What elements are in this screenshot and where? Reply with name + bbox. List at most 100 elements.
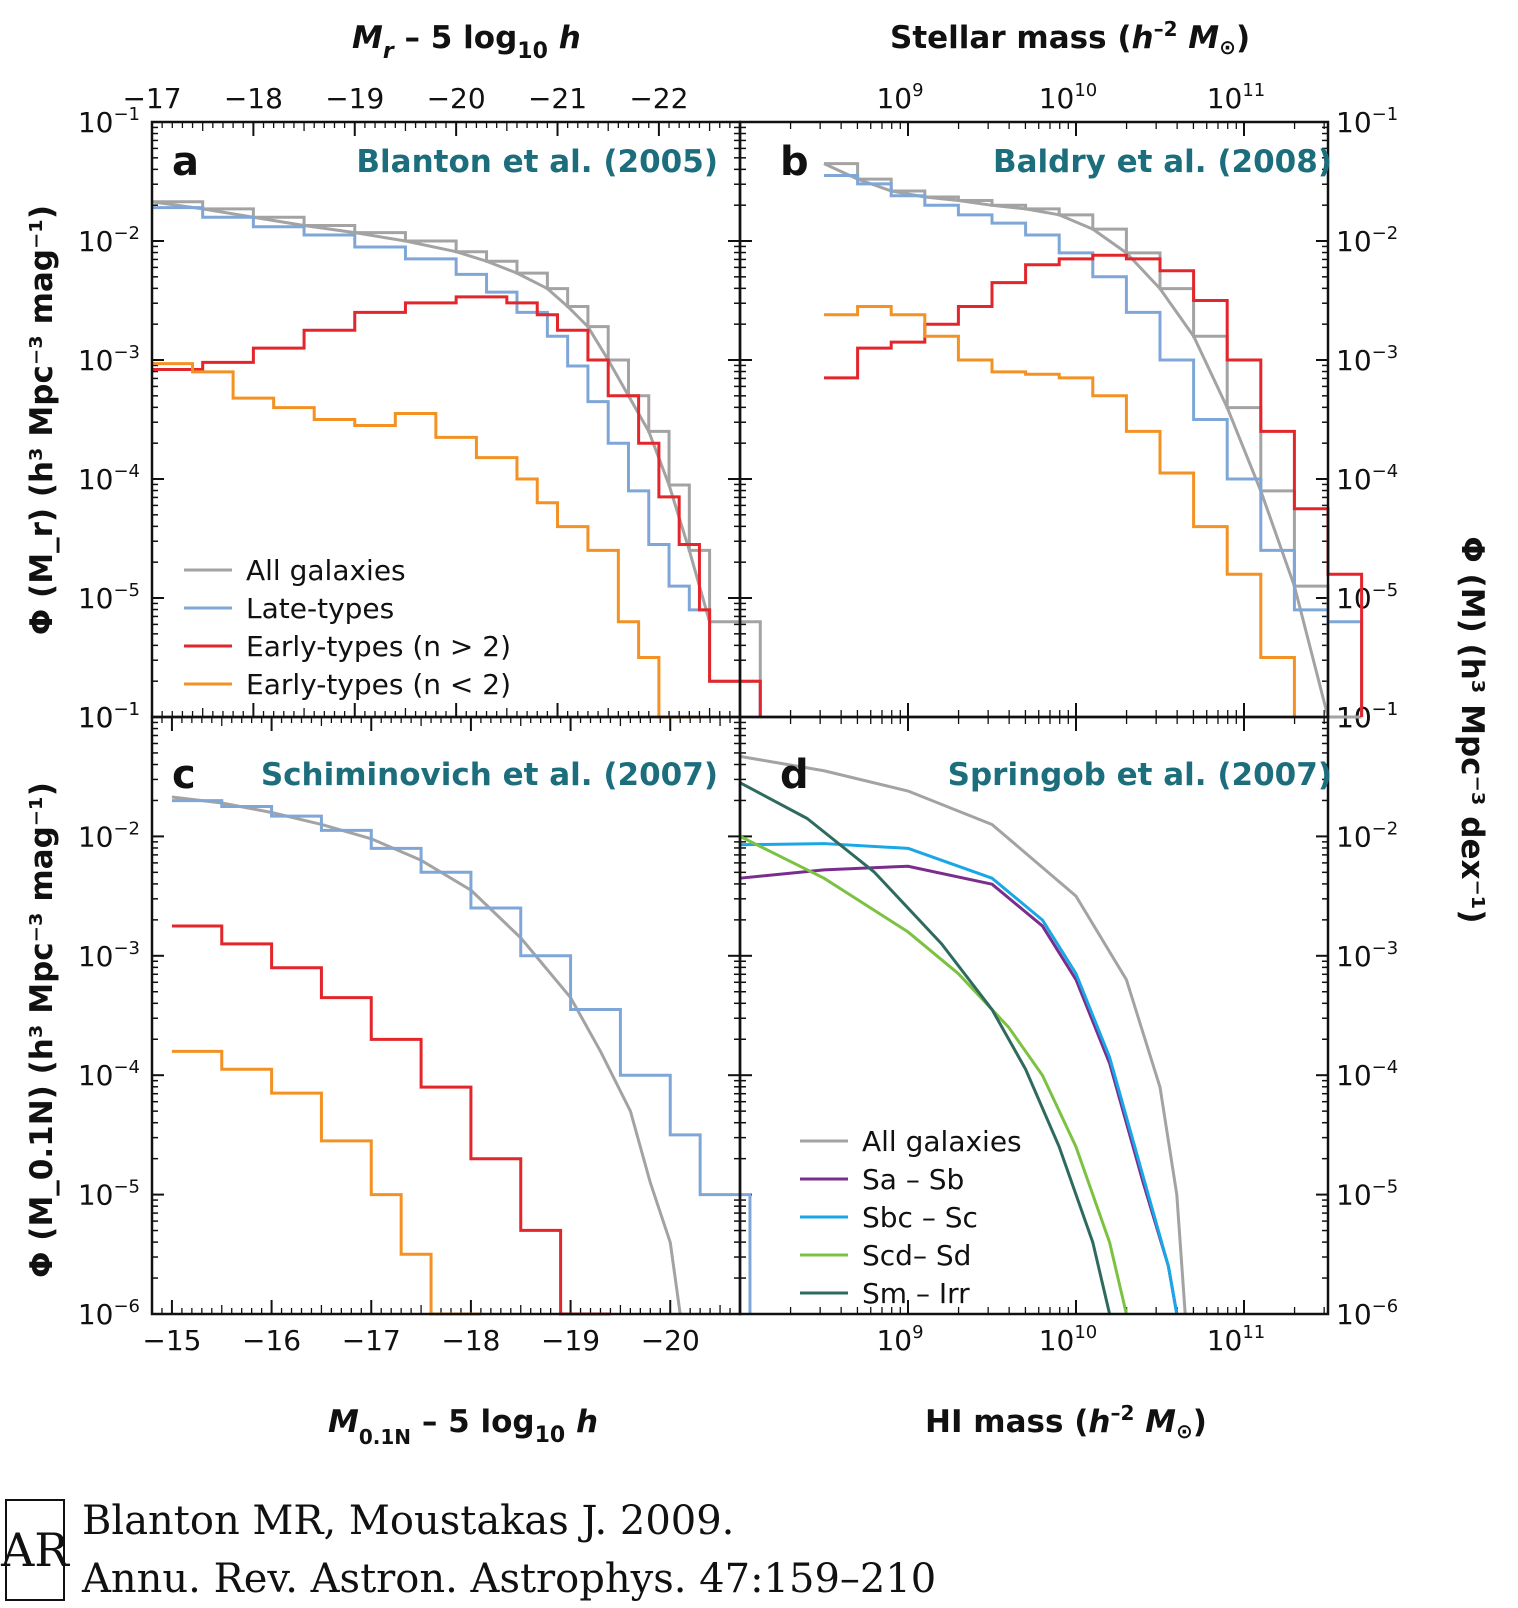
y-tick-label: 10−2	[78, 818, 140, 853]
left-top-y-axis-title: Φ (M_r) (h³ Mpc⁻³ mag⁻¹)	[24, 205, 60, 635]
citation-line-2: Annu. Rev. Astron. Astrophys. 47:159–210	[81, 1556, 936, 1602]
x-tick-label: −16	[242, 1324, 301, 1357]
y-tick-label: 10−3	[1336, 342, 1398, 377]
y-tick-label: 10−1	[1336, 104, 1398, 139]
series-step-line	[152, 295, 762, 717]
publisher-logo-frame	[5, 1499, 65, 1601]
panel-frame-a	[150, 120, 742, 719]
legend-label: Late-types	[246, 592, 394, 625]
series-curve-line	[739, 754, 1187, 1315]
y-tick-label: 10−4	[78, 461, 140, 496]
series-a-early-types-n-2-	[152, 362, 700, 719]
x-tick-label: −15	[142, 1324, 201, 1357]
series-step-line	[824, 162, 1362, 719]
series-curve-line	[823, 162, 1330, 718]
x-tick-label: −19	[541, 1324, 600, 1357]
top-left-axis-title: Mr – 5 log10 h	[352, 20, 581, 64]
series-step-line	[152, 362, 700, 719]
panel-reference-d: Springob et al. (2007)	[948, 757, 1332, 793]
panel-frames	[150, 120, 1330, 1316]
y-tick-label: 10−1	[78, 699, 140, 734]
y-tick-label: 10−2	[1336, 223, 1398, 258]
citation-line-1: Blanton MR, Moustakas J. 2009.	[82, 1498, 734, 1544]
legend-label: All galaxies	[246, 554, 406, 587]
legend-item: All galaxies	[184, 554, 406, 587]
y-tick-label: 10−2	[78, 223, 140, 258]
legend-item: Sa – Sb	[800, 1163, 964, 1196]
y-tick-label: 10−6	[1336, 1296, 1398, 1331]
y-tick-label: 10−4	[1336, 461, 1398, 496]
y-tick-label: 10−6	[78, 1296, 140, 1331]
x-tick-label: 1011	[1207, 80, 1266, 115]
series-b-all-galaxies	[823, 162, 1362, 719]
series-step-line	[171, 799, 752, 1314]
publisher-logo: AR	[0, 1523, 70, 1577]
x-tick-label: 109	[876, 80, 923, 115]
panel-letter-a: a	[172, 139, 199, 185]
panel-reference-c: Schiminovich et al. (2007)	[261, 757, 718, 793]
series-step-line	[824, 304, 1296, 717]
legend-label: Sm – Irr	[862, 1277, 970, 1310]
series-step-line	[824, 174, 1364, 717]
y-tick-label: 10−5	[1336, 580, 1398, 615]
x-tick-label: 1010	[1039, 80, 1098, 115]
series-curve-line	[739, 842, 1179, 1315]
series-d-scd-sd	[739, 835, 1128, 1315]
y-tick-label: 10−3	[1336, 938, 1398, 973]
series-b-late-types	[824, 174, 1364, 717]
bottom-right-axis-title: HI mass (h–2 M⊙)	[925, 1401, 1207, 1443]
legend-label: Sa – Sb	[862, 1163, 964, 1196]
series-step-line	[171, 1049, 481, 1316]
legend-item: Late-types	[184, 592, 394, 625]
x-tick-label: 1011	[1207, 1322, 1266, 1357]
x-tick-label: −18	[441, 1324, 500, 1357]
x-tick-label: −18	[224, 82, 283, 115]
series-b-early-types-n-2-	[824, 253, 1364, 717]
y-tick-label: 10−5	[78, 1177, 140, 1212]
legend-panel-d: All galaxies Sa – Sb Sbc – Sc Scd– Sd Sm – I…	[800, 1125, 1022, 1310]
top-right-axis-title: Stellar mass (h–2 M⊙)	[890, 17, 1250, 59]
citation-block: AR Blanton MR, Moustakas J. 2009. Annu. …	[0, 1498, 936, 1602]
series-c-early-types-n-2-	[171, 924, 611, 1316]
series-a-late-types	[152, 206, 762, 717]
series-d-sm-irr	[739, 781, 1112, 1315]
legend-item: Early-types (n < 2)	[184, 668, 511, 701]
axis-ticks: 10−1 10−2 10−3 10−4 10−5 10−1 10−1 10−2 10−3 10−4…	[78, 80, 1398, 1357]
series-curve-line	[739, 781, 1112, 1315]
y-tick-label: 10−3	[78, 342, 140, 377]
series-d-all-galaxies	[739, 754, 1187, 1315]
panel-letter-d: d	[780, 752, 809, 798]
legend-label: Early-types (n < 2)	[246, 668, 511, 701]
left-bottom-y-axis-title: Φ (M_0.1N) (h³ Mpc⁻³ mag⁻¹)	[24, 782, 60, 1278]
legend-label: Scd– Sd	[862, 1239, 971, 1272]
panel-letter-c: c	[172, 752, 196, 798]
legend-item: Early-types (n > 2)	[184, 630, 511, 663]
y-tick-label: 10−1	[78, 699, 140, 734]
x-tick-label: −20	[427, 82, 486, 115]
x-tick-label: −17	[122, 82, 181, 115]
series-a-early-types-n-2-	[152, 295, 762, 717]
x-tick-label: −17	[342, 1324, 401, 1357]
panel-letter-b: b	[780, 139, 809, 185]
x-tick-label: 109	[876, 1322, 923, 1357]
series-c-early-types-n-2-	[171, 1049, 481, 1316]
series-c-late-types	[171, 799, 752, 1314]
y-tick-label: 10−2	[1336, 818, 1398, 853]
data-series	[151, 162, 1364, 1316]
y-tick-label: 10−4	[78, 1057, 140, 1092]
panel-reference-b: Baldry et al. (2008)	[993, 144, 1332, 180]
legend-item: Sm – Irr	[800, 1277, 970, 1310]
series-step-line	[824, 253, 1364, 717]
x-tick-label: −21	[528, 82, 587, 115]
series-b-early-types-n-2-	[824, 304, 1296, 717]
y-tick-label: 10−3	[78, 938, 140, 973]
x-tick-label: −20	[641, 1324, 700, 1357]
legend-label: Sbc – Sc	[862, 1201, 978, 1234]
panel-frame-d	[738, 715, 1330, 1316]
x-tick-label: −22	[629, 82, 688, 115]
legend-label: Early-types (n > 2)	[246, 630, 511, 663]
y-tick-label: 10−5	[78, 580, 140, 615]
series-curve-line	[739, 835, 1128, 1315]
right-y-axis-title: Φ (M) (h³ Mpc⁻³ dex⁻¹)	[1454, 536, 1490, 923]
